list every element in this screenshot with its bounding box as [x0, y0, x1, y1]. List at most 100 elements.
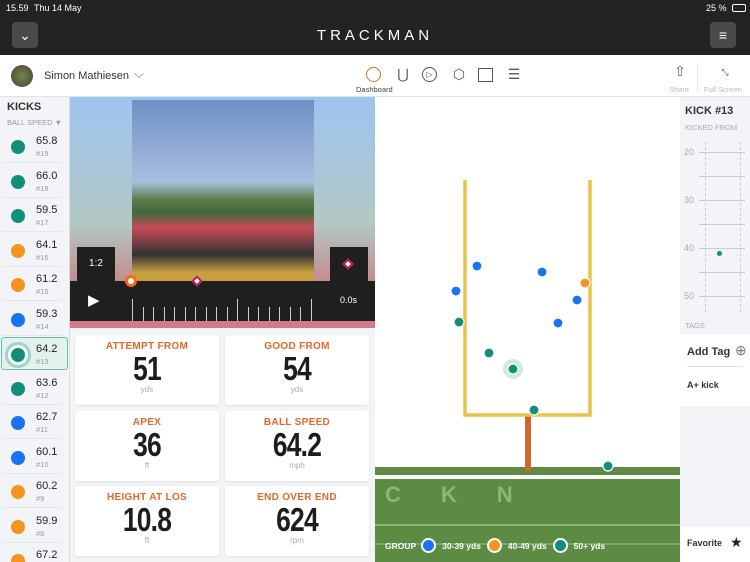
stat-card: APEX 36 ft	[75, 410, 219, 481]
kick-dot[interactable]	[450, 285, 462, 297]
scale-line	[699, 152, 745, 153]
end-zone-text: CKN	[385, 482, 553, 507]
goalpost-uprights	[463, 180, 592, 417]
ball-speed: 67.2	[36, 549, 58, 561]
cube-icon[interactable]: ⬡	[452, 66, 466, 82]
tab-dashboard[interactable]: Dashboard	[356, 85, 393, 94]
timeline-start-handle[interactable]	[125, 275, 137, 287]
timeline-bar[interactable]: ▶ 0.0s	[70, 281, 375, 321]
timeline-tick	[163, 307, 165, 321]
divider	[697, 63, 698, 93]
stat-card: HEIGHT AT LOS 10.8 ft	[75, 486, 219, 556]
kick-list-item[interactable]: 59.5 #17	[2, 199, 62, 232]
playback-speed-button[interactable]: 1:2	[77, 247, 115, 281]
kick-dot[interactable]	[453, 316, 465, 328]
legend-item: 50+ yds	[573, 540, 606, 551]
legend-item: 30-39 yds	[442, 540, 481, 551]
scale-label: 50	[684, 291, 695, 301]
goalpost-icon[interactable]: ⋃	[397, 66, 409, 82]
stat-value: 10.8	[122, 501, 172, 538]
fullscreen-icon[interactable]: ⤡	[721, 67, 729, 77]
stat-value: 36	[133, 425, 162, 463]
kick-detail-panel: KICK #13 KICKED FROM 20 30 40 50 TAGS Add T…	[680, 97, 750, 562]
kick-list-item[interactable]: 62.7 #11	[2, 406, 62, 439]
add-tag-button[interactable]: Add Tag	[687, 346, 731, 358]
group-dot	[11, 519, 25, 534]
kick-number: #19	[36, 149, 49, 158]
timeline-tick	[279, 307, 280, 321]
group-dot	[11, 554, 25, 562]
favorite-label: Favorite	[687, 538, 723, 548]
star-icon[interactable]: ★	[730, 534, 743, 550]
kick-list-item[interactable]: 59.3 #14	[2, 303, 62, 336]
kick-list-item[interactable]: 66.0 #18	[2, 165, 62, 198]
kick-list-item[interactable]: 59.9 #8	[2, 510, 62, 543]
kick-dot[interactable]	[536, 266, 548, 278]
play-icon[interactable]: ▷	[422, 67, 437, 82]
legend-dot[interactable]	[421, 538, 437, 553]
legend-dot[interactable]	[552, 538, 568, 553]
kick-number: #8	[36, 528, 45, 538]
kick-dot[interactable]	[579, 277, 591, 289]
video-frame[interactable]	[132, 100, 314, 282]
plus-circle-icon[interactable]: ⊕	[735, 342, 747, 358]
kick-list-item[interactable]: 61.2 #15	[2, 268, 62, 301]
stat-unit: ft	[144, 460, 150, 470]
tag-item[interactable]: A+ kick	[687, 380, 719, 390]
stats-panel: ATTEMPT FROM 51 yds GOOD FROM 54 yds APEX 36 ft B…	[70, 328, 375, 562]
share-icon[interactable]: ⇧	[674, 63, 686, 79]
stat-value: 54	[283, 350, 312, 387]
user-chevron-icon[interactable]: ⌵	[134, 66, 144, 81]
kick-list-item[interactable]: 60.1 #10	[2, 441, 62, 474]
ball-speed: 61.2	[36, 273, 58, 285]
kick-dot[interactable]	[471, 260, 483, 272]
legend-dot[interactable]	[486, 538, 502, 553]
fullscreen-button[interactable]: Full Screen	[704, 85, 742, 94]
chevron-down-icon[interactable]: ⌄	[12, 22, 38, 48]
hamburger-icon[interactable]: ≡	[710, 22, 736, 48]
kick-dot[interactable]	[528, 404, 540, 416]
user-name[interactable]: Simon Mathiesen	[44, 70, 129, 82]
sort-dropdown[interactable]: BALL SPEED ▼	[7, 118, 63, 127]
kick-list-item[interactable]: 64.1 #16	[2, 234, 62, 267]
stat-card: BALL SPEED 64.2 mph	[225, 410, 369, 481]
kick-dot[interactable]	[571, 294, 583, 306]
kick-list-item[interactable]: 67.2#7	[2, 544, 62, 562]
scale-label: 20	[684, 147, 695, 157]
toolbar: Simon Mathiesen ⌵ Dashboard ⋃ ▷ ⬡ ☰ ⇧ Sh…	[0, 55, 750, 97]
stat-title: GOOD FROM	[264, 341, 330, 352]
screen-icon[interactable]	[478, 68, 493, 82]
favorite-button[interactable]: Favorite ★	[680, 527, 750, 562]
kick-title: KICK #13	[685, 105, 734, 117]
kick-list-item[interactable]: 65.8 #19	[2, 130, 62, 163]
share-button[interactable]: Share	[669, 85, 690, 94]
kick-list-item[interactable]: 63.6 #12	[2, 372, 62, 405]
dashboard-gauge-icon[interactable]	[366, 67, 381, 82]
kick-list-item[interactable]: 64.2 #13	[1, 337, 68, 370]
brand-logo: TRACKMAN	[316, 27, 434, 44]
stat-value: 51	[133, 350, 162, 387]
kick-list-item[interactable]: 60.2 #9	[2, 475, 62, 508]
avatar[interactable]	[11, 65, 33, 87]
play-icon[interactable]: ▶	[88, 292, 100, 309]
list-icon[interactable]: ☰	[507, 66, 521, 82]
stat-card: GOOD FROM 54 yds	[225, 335, 369, 405]
battery-text: 25 %	[706, 3, 727, 13]
kick-dot[interactable]	[552, 317, 564, 329]
goalpost-base	[525, 415, 531, 471]
kick-dot[interactable]	[507, 363, 519, 375]
kick-dot[interactable]	[602, 460, 614, 472]
legend-label: GROUP	[385, 540, 417, 551]
timeline-ticks[interactable]	[132, 295, 312, 321]
group-dot	[11, 485, 25, 499]
scale-line	[699, 296, 745, 297]
timeline-tick	[142, 307, 144, 321]
ball-speed: 59.5	[36, 204, 58, 216]
kick-number: #14	[36, 321, 49, 331]
stat-title: APEX	[132, 416, 162, 428]
kick-number: #12	[36, 390, 49, 400]
ball-speed: 64.2	[36, 343, 58, 355]
scale-rail	[740, 142, 741, 312]
kick-dot[interactable]	[483, 347, 495, 359]
marker-button[interactable]	[330, 247, 368, 281]
